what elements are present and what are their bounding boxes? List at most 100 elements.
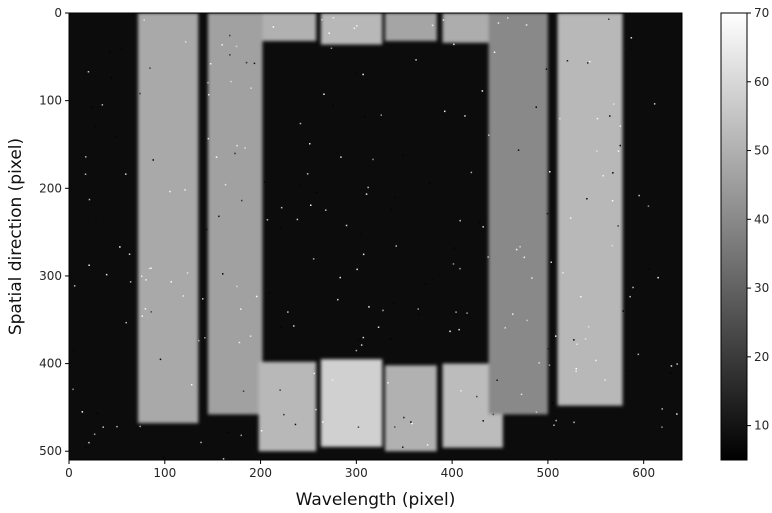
speckle [253,62,256,65]
y-tick-label: 300 [39,269,62,283]
speckle [589,60,591,63]
speckle [429,182,431,184]
speckle [109,50,111,53]
speckle [141,315,143,317]
speckle [512,313,514,315]
image-region-2 [262,13,317,42]
speckle [294,423,297,426]
speckle [245,61,248,64]
speckle [368,306,370,308]
speckle [255,295,258,298]
speckle [84,173,87,175]
speckle [573,421,575,424]
speckle [88,264,90,266]
speckle [200,441,202,444]
speckle [609,115,611,117]
y-tick-label: 100 [39,94,62,108]
speckle [101,104,104,106]
speckle [670,365,673,367]
colorbar-tick-label: 50 [754,144,769,158]
speckle [206,228,208,231]
speckle [150,267,152,269]
speckle [562,271,564,274]
speckle [538,362,540,364]
speckle [619,144,621,147]
speckle [382,309,384,312]
speckle [309,143,311,145]
speckle [229,34,231,37]
y-tick-label: 500 [39,444,62,458]
noise-speckles [72,17,678,460]
speckle [312,258,315,260]
speckle [611,200,614,202]
speckle [476,395,478,398]
speckle [431,279,433,281]
speckle [236,285,238,288]
speckle [488,134,490,136]
x-tick-label: 200 [249,466,272,480]
speckle [234,152,236,155]
speckle [87,71,90,73]
image-region-11 [557,13,623,406]
speckle [426,444,429,446]
speckle [546,212,549,215]
speckle [365,193,368,195]
speckle [94,125,97,128]
speckle [596,150,598,152]
x-tick-label: 500 [536,466,559,480]
colorbar-tick-label: 60 [754,75,769,89]
speckle [547,347,550,350]
speckle [236,144,238,147]
speckle [240,308,242,310]
speckle [169,190,171,193]
colorbar-tick-label: 20 [754,350,769,364]
speckle [497,22,500,24]
speckle [602,175,604,177]
speckle [587,62,589,64]
colorbar-ticks: 10 20 30 40 50 60 70 [747,6,769,433]
speckle [357,426,360,428]
speckle [481,90,484,92]
speckle [638,194,640,197]
speckle [120,47,123,50]
image-region-10 [488,13,548,415]
speckle [559,117,561,120]
speckle [143,19,145,21]
speckle [573,339,575,341]
speckle [617,150,620,152]
speckle [630,37,633,39]
speckle [595,359,597,362]
speckle [653,103,656,105]
image-region-7 [385,365,437,452]
speckle [345,224,348,227]
speckle [377,326,380,328]
x-tick-label: 0 [65,466,73,480]
image-regions [137,13,623,452]
speckle [95,217,97,220]
speckle [250,87,252,89]
speckle [455,311,457,313]
speckle [424,283,427,285]
speckle [93,433,96,435]
speckle [525,24,528,26]
speckle [487,256,489,258]
speckle [492,413,495,416]
speckle [648,268,650,270]
speckle [105,273,108,276]
speckle [222,273,224,275]
speckle [417,313,420,316]
speckle [464,314,467,316]
speckle [453,247,456,249]
speckle [119,246,121,248]
speckle [493,51,496,53]
speckle [240,434,242,437]
speckle [478,221,481,224]
speckle [293,325,295,327]
speckle [296,218,299,221]
speckle [415,59,417,61]
speckle [330,47,333,49]
speckle [85,156,87,158]
speckle [619,125,622,127]
speckle [626,370,628,372]
speckle [88,441,90,444]
